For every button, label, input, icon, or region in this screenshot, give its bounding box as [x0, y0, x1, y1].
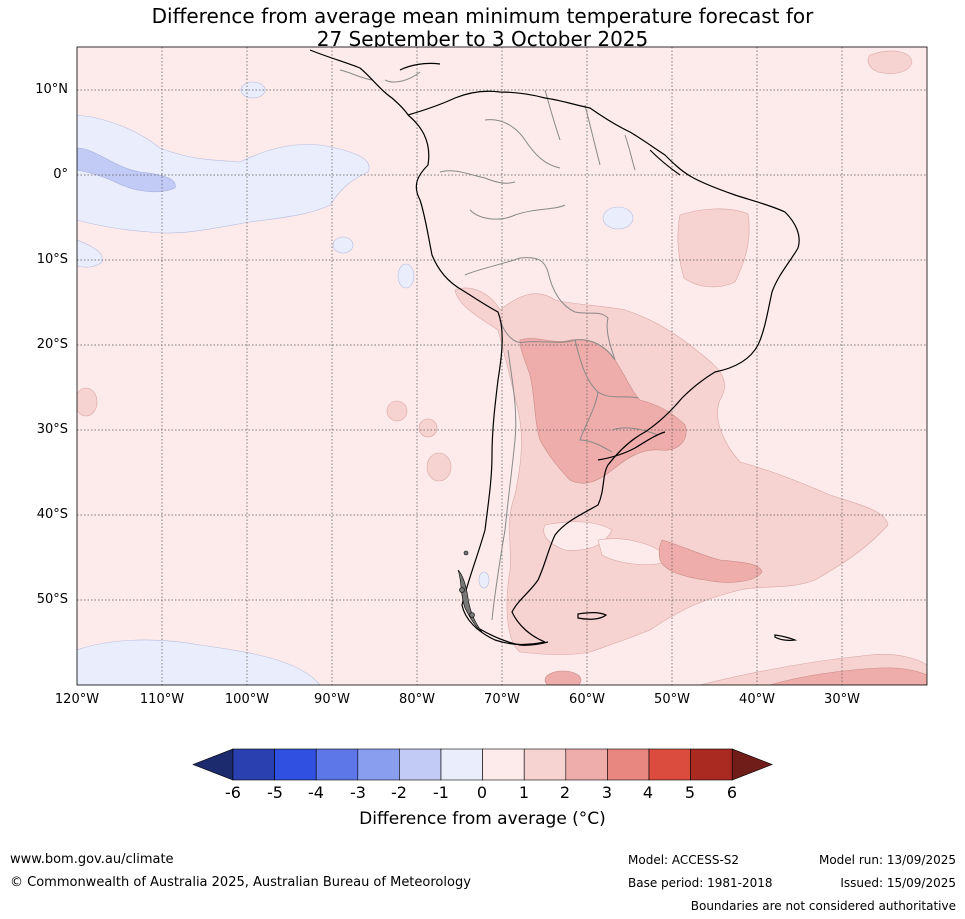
colorbar-tick: 2: [559, 783, 571, 802]
colorbar-bin: [565, 748, 608, 781]
colorbar-bin: [315, 748, 359, 781]
footer-model-run: Model run: 13/09/2025: [818, 853, 956, 867]
colorbar-bin: [523, 748, 567, 781]
colorbar-bin: [232, 748, 275, 781]
colorbar-bin: [274, 748, 317, 781]
footer-website-link[interactable]: www.bom.gov.au/climate: [10, 852, 174, 867]
lat-label-10s: 10°S: [36, 252, 68, 267]
warm-region-northeast-atlantic: [867, 50, 913, 74]
lon-label-120w: 120°W: [54, 692, 100, 707]
warm-core-southeast-edge: [769, 667, 927, 685]
colorbar-bin: [357, 748, 400, 781]
colorbar-tick: 4: [642, 783, 654, 802]
colorbar-tick: 1: [518, 783, 530, 802]
lon-label-40w: 40°W: [739, 692, 775, 707]
warm-patch-pacific-2: [418, 418, 438, 438]
colorbar-bin: [440, 748, 483, 781]
cool-region-west-edge: [77, 239, 103, 268]
coastlines: [309, 49, 800, 646]
warm-patch-pacific-3: [426, 452, 452, 482]
colorbar-bin: [399, 748, 442, 781]
colorbar: [192, 748, 774, 781]
lat-label-20s: 20°S: [36, 337, 68, 352]
map-area: [77, 47, 927, 685]
footer-model: Model: ACCESS-S2: [628, 853, 740, 867]
warm-region-brazil-northeast: [677, 208, 750, 288]
lon-label-60w: 60°W: [569, 692, 605, 707]
map-title-line1: Difference from average mean minimum tem…: [151, 4, 814, 28]
lon-label-50w: 50°W: [654, 692, 690, 707]
map-frame: [76, 46, 928, 686]
coast-tierra-del-fuego: [477, 627, 549, 646]
colorbar-bin: [690, 748, 733, 781]
colorbar-tick: -6: [225, 783, 241, 802]
lon-label-30w: 30°W: [824, 692, 860, 707]
colorbar-bin: [482, 748, 525, 781]
colorbar-tick: 0: [476, 783, 488, 802]
colorbar-tick: 6: [726, 783, 738, 802]
lat-label-30s: 30°S: [36, 422, 68, 437]
lat-label-50s: 50°S: [36, 592, 68, 607]
colorbar-tick: -3: [350, 783, 366, 802]
colorbar-tick: 3: [601, 783, 613, 802]
coast-south-america-west: [407, 114, 546, 646]
country-borders: [339, 69, 659, 621]
colorbar-tick: -4: [308, 783, 324, 802]
footer-copyright: © Commonwealth of Australia 2025, Austra…: [10, 875, 471, 890]
cool-patch-galapagos: [332, 236, 354, 254]
lon-label-90w: 90°W: [314, 692, 350, 707]
warm-patch-pacific-west: [77, 387, 98, 417]
colorbar-tick: -2: [391, 783, 407, 802]
footer-issued: Issued: 15/09/2025: [840, 876, 956, 890]
footer-disclaimer: Boundaries are not considered authoritat…: [690, 899, 956, 913]
colorbar-tick: -5: [267, 783, 283, 802]
cool-region-south-pacific: [77, 639, 321, 685]
cool-region-east-pacific: [77, 114, 370, 234]
footer-base-period: Base period: 1981-2018: [628, 876, 773, 890]
coast-south-america-east: [407, 90, 800, 643]
colorbar-tick: -1: [433, 783, 449, 802]
lon-label-80w: 80°W: [399, 692, 435, 707]
cool-patch-peru-coast: [397, 263, 415, 289]
colorbar-bin: [607, 748, 650, 781]
lon-label-70w: 70°W: [484, 692, 520, 707]
coast-falklands: [577, 612, 608, 620]
coast-south-georgia: [774, 634, 798, 641]
cool-patch-patagonia: [478, 571, 490, 589]
colorbar-label: Difference from average (°C): [359, 809, 606, 829]
lat-label-10n: 10°N: [35, 82, 68, 97]
coast-amazon-mouth: [649, 149, 681, 176]
coast-central-america: [309, 49, 409, 116]
coast-rio-de-la-plata: [597, 431, 666, 461]
colorbar-extend-low: [192, 748, 234, 781]
colorbar-extend-high: [731, 748, 774, 781]
lat-label-0: 0°: [53, 167, 68, 182]
warm-patch-pacific-1: [386, 400, 408, 422]
lon-label-110w: 110°W: [139, 692, 185, 707]
lat-label-40s: 40°S: [36, 507, 68, 522]
chile-fjord-islands: [457, 550, 483, 633]
warm-core-south: [544, 670, 582, 685]
cool-patch-amazon: [602, 206, 634, 230]
warm-core-south-atlantic: [658, 539, 763, 583]
coast-caribbean-islands: [399, 62, 441, 71]
graticule: [77, 47, 927, 685]
cool-region-core: [77, 147, 176, 193]
colorbar-bin: [648, 748, 691, 781]
colorbar-tick: 5: [684, 783, 696, 802]
lon-label-100w: 100°W: [224, 692, 270, 707]
